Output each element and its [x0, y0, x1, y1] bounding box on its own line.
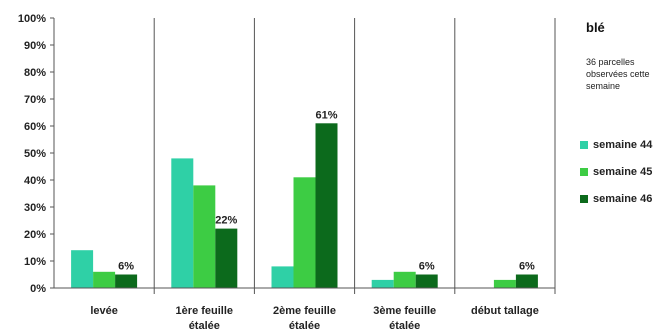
y-tick-label: 100%: [18, 13, 46, 25]
bar: [515, 274, 538, 288]
chart-note: 36 parcelles observées cette semaine: [586, 57, 650, 91]
y-tick-label: 70%: [24, 94, 46, 106]
y-tick-label: 20%: [24, 229, 46, 241]
y-tick-label: 30%: [24, 202, 46, 214]
bar: [493, 279, 516, 288]
legend-swatch: [580, 141, 588, 149]
legend-item-semaine-46: semaine 46: [580, 192, 652, 206]
y-tick-label: 10%: [24, 256, 46, 268]
bar: [215, 228, 238, 288]
legend-swatch: [580, 168, 588, 176]
bar: [393, 271, 416, 288]
bar-chart: 0% 10% 20% 30% 40% 50% 60% 70% 80% 90% 100% 6% levée…: [18, 13, 556, 331]
data-label: 22%: [215, 215, 237, 227]
data-label: 6%: [419, 261, 435, 273]
category-label: début tallage: [471, 305, 539, 317]
y-tick-label: 50%: [24, 148, 46, 160]
bar: [193, 185, 216, 288]
category-label: étalée: [389, 320, 420, 331]
bar: [71, 250, 94, 288]
y-tick-label: 60%: [24, 121, 46, 133]
category-label: 2ème feuille: [273, 305, 336, 317]
bar: [271, 266, 294, 288]
category-label: 1ère feuille: [176, 305, 233, 317]
legend-item-semaine-44: semaine 44: [580, 138, 652, 152]
bar: [315, 123, 338, 288]
bar: [93, 271, 116, 288]
legend-item-semaine-45: semaine 45: [580, 165, 652, 179]
data-label: 61%: [315, 109, 337, 121]
chart-title: blé: [586, 20, 605, 35]
data-label: 6%: [519, 261, 535, 273]
y-tick-label: 0%: [30, 283, 46, 295]
category-label: 3ème feuille: [373, 305, 436, 317]
y-tick-label: 90%: [24, 40, 46, 52]
y-tick-label: 40%: [24, 175, 46, 187]
legend-label: semaine 44: [593, 139, 653, 151]
legend-swatch: [580, 195, 588, 203]
category-label: étalée: [189, 320, 220, 331]
bar: [293, 177, 316, 288]
legend-label: semaine 45: [593, 166, 653, 178]
category-label: levée: [90, 305, 118, 317]
y-tick-label: 80%: [24, 67, 46, 79]
legend: semaine 44 semaine 45 semaine 46: [580, 138, 652, 219]
legend-label: semaine 46: [593, 193, 653, 205]
data-label: 6%: [118, 261, 134, 273]
bar: [371, 279, 394, 288]
bar: [415, 274, 438, 288]
category-label: étalée: [289, 320, 320, 331]
bar: [171, 158, 194, 288]
bar: [115, 274, 138, 288]
